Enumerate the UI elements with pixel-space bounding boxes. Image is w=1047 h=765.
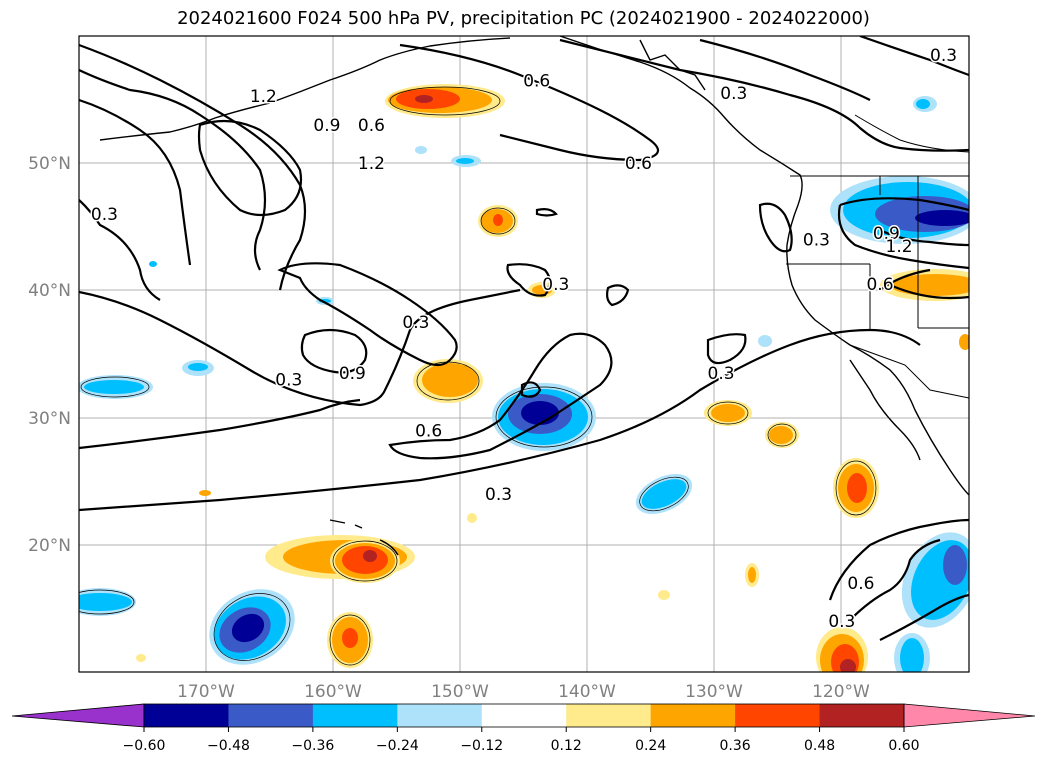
political-borders bbox=[786, 114, 969, 399]
colorbar-swatch bbox=[566, 704, 652, 727]
precipitation-shading bbox=[79, 84, 969, 672]
lat-label: 30°N bbox=[28, 409, 71, 429]
contour-label: 0.6 bbox=[866, 275, 893, 295]
contour-label: 0.3 bbox=[803, 231, 830, 251]
contour-label: 0.3 bbox=[708, 364, 735, 384]
colorbar-ticks: −0.60 −0.48 −0.36 −0.24 −0.12 0.12 0.24 0.36 0.4… bbox=[123, 727, 920, 754]
lon-label: 150°W bbox=[431, 682, 489, 702]
contour-label: 0.6 bbox=[415, 421, 442, 441]
contour-label: 1.2 bbox=[358, 154, 385, 174]
latitude-labels: 50°N 40°N 30°N 20°N bbox=[28, 154, 71, 556]
lon-label: 130°W bbox=[685, 682, 743, 702]
contour-label: 0.3 bbox=[930, 46, 957, 66]
contour-label: 0.6 bbox=[847, 574, 874, 594]
coastlines bbox=[99, 36, 969, 556]
contour-label: 0.9 bbox=[339, 364, 366, 384]
graticule bbox=[79, 36, 969, 672]
colorbar-swatch bbox=[481, 704, 567, 727]
colorbar-tick-label: 0.24 bbox=[635, 738, 666, 754]
contour-label: 0.3 bbox=[485, 485, 512, 505]
colorbar-swatch bbox=[397, 704, 483, 727]
colorbar-tick-label: −0.48 bbox=[207, 738, 250, 754]
colorbar-tick-label: −0.36 bbox=[291, 738, 334, 754]
colorbar-swatch bbox=[228, 704, 314, 727]
precipitation-contour-outlines bbox=[79, 86, 877, 666]
contour-label: 0.3 bbox=[91, 205, 118, 225]
lon-label: 140°W bbox=[558, 682, 616, 702]
contour-label: 0.6 bbox=[523, 72, 550, 92]
colorbar-over-arrow bbox=[903, 703, 1036, 728]
colorbar-tick-label: 0.36 bbox=[720, 738, 751, 754]
contour-label: 0.3 bbox=[828, 612, 855, 632]
contour-label: 1.2 bbox=[886, 237, 913, 257]
contour-label: 0.3 bbox=[275, 370, 302, 390]
colorbar-swatch bbox=[735, 704, 821, 727]
colorbar-tick-label: 0.12 bbox=[551, 738, 582, 754]
lat-label: 40°N bbox=[28, 281, 71, 301]
contour-label: 0.9 bbox=[313, 116, 340, 136]
map-title: 2024021600 F024 500 hPa PV, precipitatio… bbox=[177, 8, 870, 29]
longitude-labels: 170°W 160°W 150°W 140°W 130°W 120°W bbox=[177, 682, 870, 702]
contour-label: 0.3 bbox=[402, 313, 429, 333]
colorbar: −0.60 −0.48 −0.36 −0.24 −0.12 0.12 0.24 0.36 0.4… bbox=[11, 703, 1036, 754]
lon-label: 160°W bbox=[304, 682, 362, 702]
colorbar-tick-label: −0.60 bbox=[123, 738, 166, 754]
contour-label: 0.3 bbox=[542, 275, 569, 295]
pv-contours bbox=[79, 36, 969, 641]
colorbar-under-arrow bbox=[11, 703, 145, 728]
contour-label: 0.9 bbox=[873, 224, 900, 244]
map-frame bbox=[78, 35, 970, 673]
contour-labels: 1.20.9 0.61.20.30.60.60.30.30.30.30.90.30… bbox=[89, 45, 958, 634]
colorbar-tick-label: −0.24 bbox=[376, 738, 419, 754]
colorbar-tick-label: 0.60 bbox=[888, 738, 919, 754]
colorbar-swatches bbox=[144, 704, 905, 727]
contour-label: 0.3 bbox=[720, 84, 747, 104]
lat-label: 50°N bbox=[28, 154, 71, 174]
contour-label: 0.6 bbox=[625, 154, 652, 174]
contour-label: 0.6 bbox=[358, 116, 385, 136]
colorbar-swatch bbox=[144, 704, 229, 727]
colorbar-swatch bbox=[312, 704, 398, 727]
colorbar-tick-label: −0.12 bbox=[460, 738, 503, 754]
colorbar-swatch bbox=[650, 704, 736, 727]
lon-label: 120°W bbox=[812, 682, 870, 702]
colorbar-swatch bbox=[819, 704, 905, 727]
colorbar-tick-label: 0.48 bbox=[804, 738, 835, 754]
lon-label: 170°W bbox=[177, 682, 235, 702]
contour-label: 1.2 bbox=[250, 87, 277, 107]
lat-label: 20°N bbox=[28, 536, 71, 556]
